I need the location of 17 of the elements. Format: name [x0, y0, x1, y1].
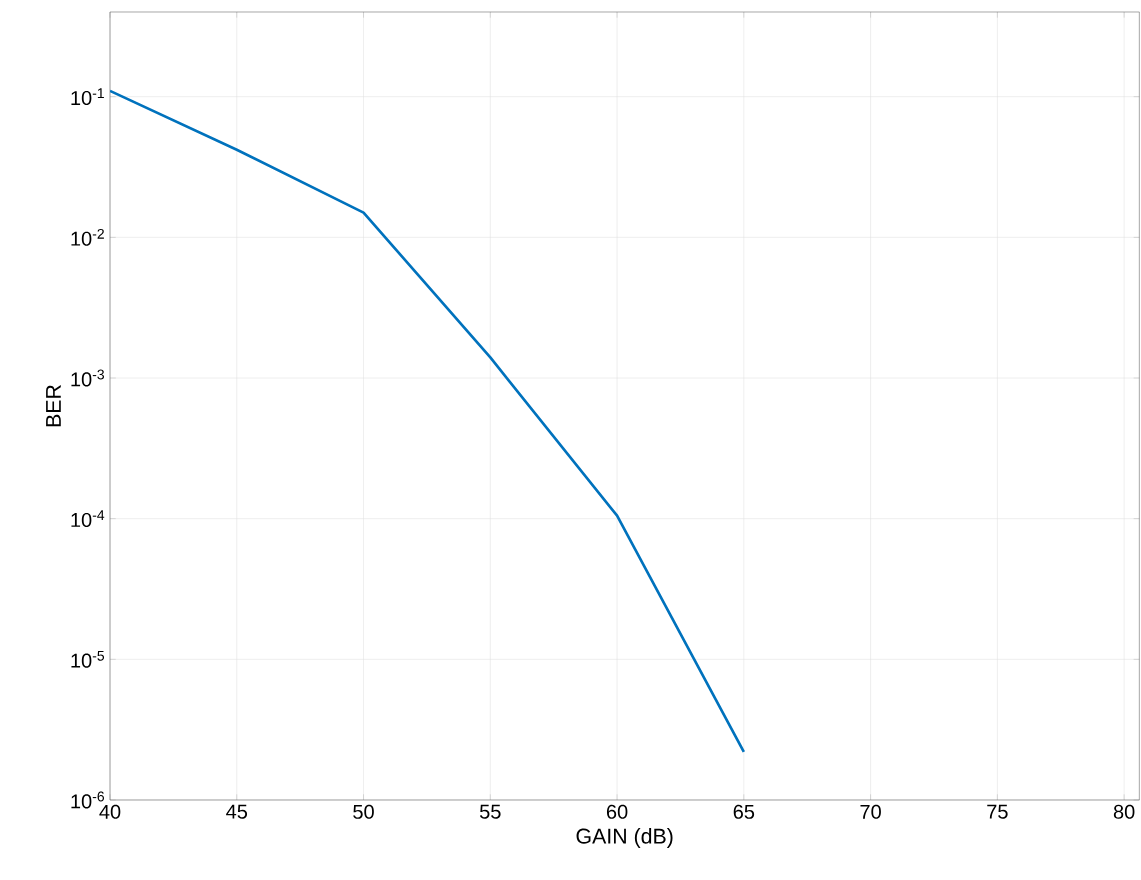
- x-tick-label: 50: [353, 804, 374, 819]
- x-tick-label: 70: [860, 804, 881, 819]
- x-tick-label: 60: [606, 804, 628, 819]
- y-tick-label: 10$^{-3}$: [71, 369, 105, 387]
- line-series: [110, 89, 746, 754]
- y-tick-label: 10$^{-2}$: [71, 228, 104, 246]
- y-tick-label: 10$^{-5}$: [71, 650, 105, 668]
- y-axis-title: BER: [46, 385, 61, 427]
- x-tick-label: 80: [1113, 804, 1135, 819]
- x-axis-title: GAIN (dB): [576, 828, 673, 848]
- x-tick-label: 65: [733, 804, 755, 819]
- x-tick-label: 55: [479, 804, 501, 819]
- x-tick-label: 45: [226, 804, 248, 819]
- x-tick-label: 75: [987, 804, 1008, 819]
- y-tick-label: 10$^{-1}$: [71, 88, 104, 106]
- y-tick-label: 10$^{-4}$: [71, 510, 105, 528]
- x-tick-label: 40: [99, 804, 121, 819]
